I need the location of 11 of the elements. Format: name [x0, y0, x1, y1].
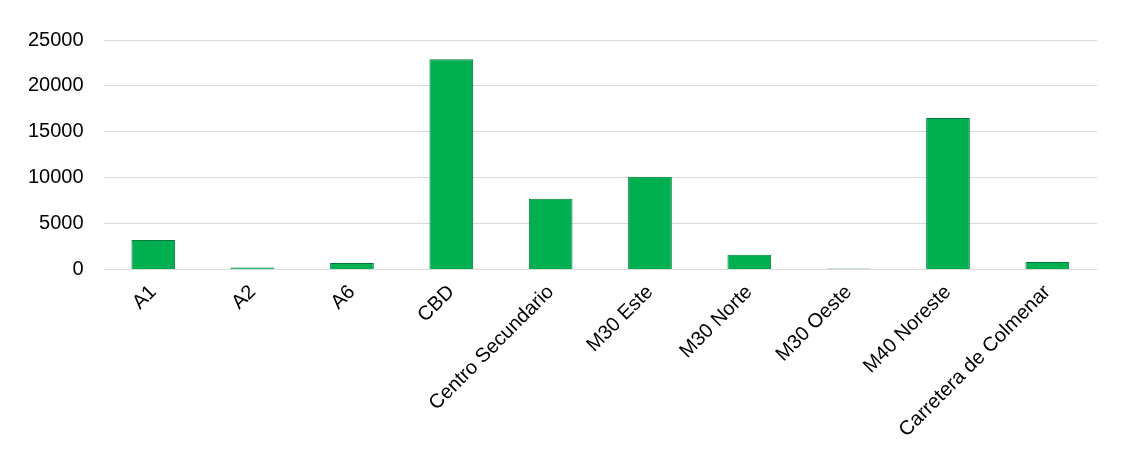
x-tick-label: A2	[226, 280, 260, 313]
y-tick-label: 15000	[27, 119, 84, 142]
y-tick-label: 20000	[27, 73, 84, 96]
y-tick-label: 5000	[39, 211, 84, 234]
y-tick-label: 10000	[27, 165, 84, 188]
x-tick-label: A6	[325, 280, 359, 313]
x-tick-label: CBD	[412, 280, 459, 326]
y-tick-label: 25000	[27, 27, 84, 50]
y-tick-label: 0	[72, 256, 84, 279]
x-tick-label: A1	[127, 280, 161, 313]
x-tick-label: M30 Este	[581, 280, 657, 356]
